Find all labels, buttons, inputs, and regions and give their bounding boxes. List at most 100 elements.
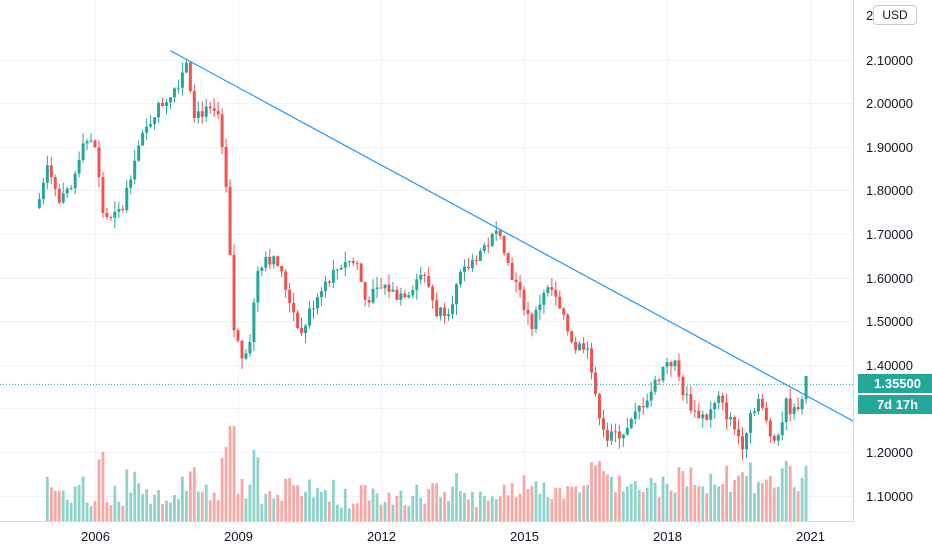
candle-body	[331, 269, 335, 283]
volume-bar	[125, 469, 129, 521]
candle-body	[188, 62, 192, 92]
volume-bar	[455, 473, 458, 521]
volume-bar	[256, 457, 260, 521]
candle-body	[284, 271, 288, 290]
candle-body	[252, 302, 256, 343]
candle-body	[633, 411, 637, 419]
candle-body	[558, 296, 562, 309]
volume-bar	[45, 476, 49, 521]
volume-bar	[276, 494, 280, 521]
volume-bar	[49, 487, 53, 521]
price-axis[interactable]: 1.100001.200001.300001.400001.500001.600…	[866, 53, 913, 504]
candle-body	[760, 398, 764, 408]
candle-body	[415, 279, 419, 290]
trendline[interactable]	[170, 50, 855, 422]
volume-bar	[208, 500, 212, 521]
volume-bar	[447, 501, 450, 521]
candle-body	[554, 289, 558, 297]
volume-bar	[81, 476, 85, 521]
candle-body	[61, 193, 65, 203]
volume-bar	[665, 483, 669, 521]
volume-bar	[550, 498, 554, 521]
volume-bar	[383, 502, 387, 521]
volume-bar	[411, 495, 415, 521]
currency-button[interactable]: USD	[873, 5, 917, 25]
volume-bar	[173, 494, 176, 521]
candlesticks	[37, 58, 808, 460]
candle-body	[260, 267, 264, 271]
candle-body	[788, 398, 792, 415]
candle-body	[645, 400, 649, 408]
volume-bar	[451, 486, 454, 521]
candle-body	[458, 271, 462, 285]
candle-body	[129, 179, 133, 188]
volume-bar	[443, 491, 446, 521]
volume-bar	[474, 506, 478, 521]
candle-body	[371, 288, 375, 303]
candle-body	[109, 217, 113, 219]
volume-bar	[137, 483, 141, 521]
candle-body	[288, 289, 292, 303]
volume-bar	[300, 495, 303, 521]
candle-body	[216, 110, 220, 115]
y-tick-label: 1.50000	[866, 314, 913, 329]
candle-body	[180, 72, 184, 88]
candle-body	[97, 147, 101, 178]
candle-body	[574, 341, 578, 351]
volume-bar	[522, 475, 526, 521]
volume-bar	[649, 477, 653, 521]
volume-bar	[304, 491, 307, 521]
volume-bar	[733, 479, 736, 521]
volume-bar	[772, 487, 776, 521]
candle-body	[315, 297, 319, 309]
volume-bar	[316, 488, 319, 521]
volume-bar	[161, 503, 164, 521]
candle-body	[411, 289, 415, 296]
volume-bar	[327, 501, 331, 521]
volume-bar	[566, 486, 570, 521]
y-tick-label: 1.90000	[866, 140, 913, 155]
candle-body	[637, 405, 641, 412]
volume-bar	[554, 487, 558, 521]
volume-bar	[264, 493, 268, 521]
candle-body	[447, 314, 451, 317]
candle-body	[208, 106, 212, 109]
candle-body	[125, 187, 129, 211]
volume-bar	[105, 502, 109, 521]
candle-body	[149, 124, 153, 127]
volume-bar	[363, 484, 367, 521]
candle-body	[665, 362, 669, 367]
candle-body	[77, 159, 81, 174]
volume-bar	[657, 497, 661, 521]
volume-bar	[212, 492, 216, 521]
volume-bar	[292, 485, 296, 521]
candle-body	[427, 276, 431, 287]
volume-bar	[749, 462, 752, 521]
candle-body	[339, 267, 343, 270]
candle-body	[379, 287, 383, 289]
volume-bar	[796, 491, 800, 521]
candle-body	[681, 376, 685, 396]
candle-body	[506, 253, 510, 263]
candle-body	[165, 102, 169, 106]
time-axis[interactable]: 2006 2009 2012 2015 2018 2021	[81, 529, 825, 544]
volume-bar	[514, 497, 518, 521]
candle-body	[518, 282, 522, 290]
y-tick-label: 1.70000	[866, 227, 913, 242]
candle-body	[196, 111, 200, 118]
volume-bar	[367, 500, 371, 521]
volume-bar	[582, 485, 586, 521]
candle-body	[534, 309, 538, 330]
candle-body	[800, 399, 804, 410]
candle-body	[748, 413, 752, 433]
candle-body	[244, 353, 248, 359]
candle-body	[343, 262, 347, 268]
volume-bar	[506, 495, 510, 521]
volume-bar	[280, 500, 284, 521]
volume-bar	[196, 491, 200, 521]
candle-body	[443, 307, 447, 317]
volume-bar	[538, 493, 542, 521]
volume-bar	[157, 490, 160, 521]
